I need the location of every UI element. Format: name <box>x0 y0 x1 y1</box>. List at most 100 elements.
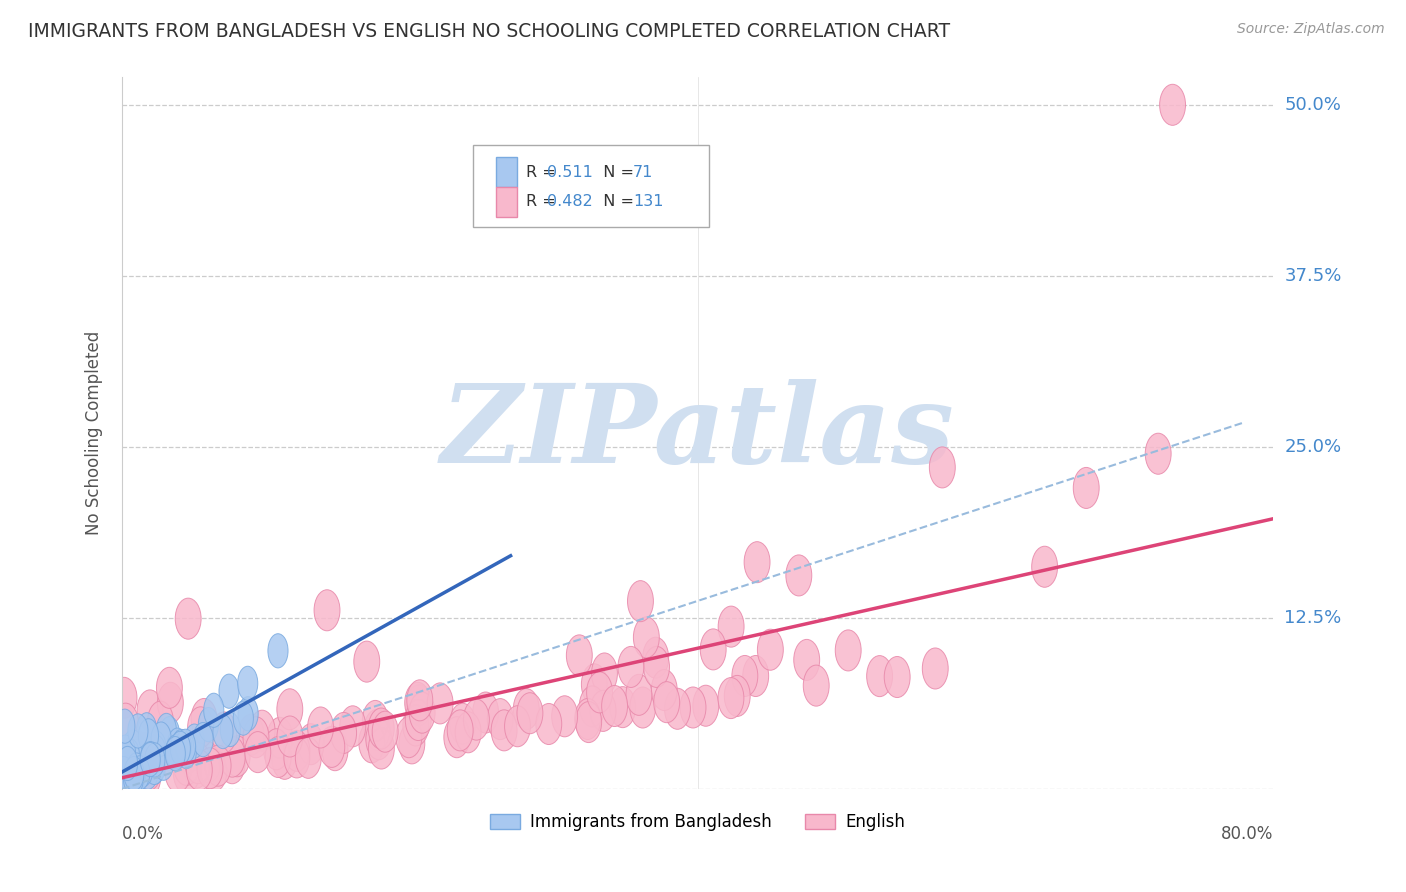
Y-axis label: No Schooling Completed: No Schooling Completed <box>86 331 103 535</box>
Ellipse shape <box>125 746 145 780</box>
Ellipse shape <box>153 746 173 780</box>
Ellipse shape <box>132 748 152 782</box>
Ellipse shape <box>159 716 180 751</box>
Ellipse shape <box>124 756 143 790</box>
Ellipse shape <box>866 656 893 697</box>
Ellipse shape <box>456 712 481 753</box>
Ellipse shape <box>114 752 134 787</box>
Ellipse shape <box>406 680 433 721</box>
Ellipse shape <box>269 633 288 668</box>
Ellipse shape <box>165 737 186 771</box>
Ellipse shape <box>233 701 253 735</box>
Ellipse shape <box>488 698 513 739</box>
Ellipse shape <box>112 750 139 791</box>
Ellipse shape <box>148 701 173 742</box>
FancyBboxPatch shape <box>496 187 517 217</box>
Ellipse shape <box>138 719 159 753</box>
Ellipse shape <box>197 747 224 789</box>
Ellipse shape <box>170 731 190 765</box>
Ellipse shape <box>118 742 138 776</box>
Ellipse shape <box>172 730 191 764</box>
Ellipse shape <box>575 701 602 743</box>
Ellipse shape <box>167 728 187 763</box>
Ellipse shape <box>505 706 530 747</box>
Ellipse shape <box>399 723 425 764</box>
Ellipse shape <box>176 734 197 769</box>
Ellipse shape <box>156 714 176 747</box>
Ellipse shape <box>238 666 257 700</box>
Ellipse shape <box>129 756 149 791</box>
Text: ZIPatlas: ZIPatlas <box>440 379 955 487</box>
Text: 12.5%: 12.5% <box>1285 609 1341 627</box>
FancyBboxPatch shape <box>496 157 517 187</box>
Ellipse shape <box>156 667 183 708</box>
Ellipse shape <box>602 685 627 726</box>
Ellipse shape <box>146 731 166 765</box>
Ellipse shape <box>243 717 269 758</box>
Ellipse shape <box>115 735 135 769</box>
Ellipse shape <box>284 737 309 778</box>
Ellipse shape <box>125 739 145 773</box>
Ellipse shape <box>112 761 139 802</box>
Ellipse shape <box>366 719 392 760</box>
Ellipse shape <box>138 756 157 789</box>
Ellipse shape <box>579 686 605 727</box>
Ellipse shape <box>118 745 138 779</box>
Ellipse shape <box>409 692 434 733</box>
Ellipse shape <box>1160 84 1185 126</box>
Ellipse shape <box>654 681 679 723</box>
Ellipse shape <box>124 731 150 772</box>
Ellipse shape <box>134 747 155 780</box>
Ellipse shape <box>884 657 910 698</box>
Ellipse shape <box>114 741 134 775</box>
Ellipse shape <box>120 756 141 790</box>
Ellipse shape <box>284 731 309 772</box>
Ellipse shape <box>118 744 145 785</box>
Ellipse shape <box>249 710 276 751</box>
Ellipse shape <box>665 689 690 730</box>
Ellipse shape <box>141 741 160 776</box>
Ellipse shape <box>633 617 659 658</box>
Text: 25.0%: 25.0% <box>1285 438 1341 456</box>
Ellipse shape <box>111 677 136 718</box>
Ellipse shape <box>165 751 191 792</box>
Ellipse shape <box>582 664 607 705</box>
Ellipse shape <box>319 726 344 767</box>
Ellipse shape <box>354 641 380 682</box>
Ellipse shape <box>1032 546 1057 587</box>
Ellipse shape <box>1073 467 1099 508</box>
Ellipse shape <box>742 656 769 697</box>
Ellipse shape <box>173 744 200 786</box>
Ellipse shape <box>120 765 141 799</box>
Ellipse shape <box>191 698 217 739</box>
Ellipse shape <box>786 555 811 596</box>
Ellipse shape <box>204 693 224 727</box>
Text: R =: R = <box>526 165 561 179</box>
Text: 37.5%: 37.5% <box>1285 267 1341 285</box>
Ellipse shape <box>136 690 163 731</box>
Ellipse shape <box>112 703 139 744</box>
Ellipse shape <box>794 640 820 681</box>
Ellipse shape <box>212 714 233 748</box>
Ellipse shape <box>405 699 432 740</box>
Ellipse shape <box>114 756 135 790</box>
Ellipse shape <box>193 723 214 756</box>
Ellipse shape <box>136 734 163 775</box>
Ellipse shape <box>464 699 489 740</box>
Ellipse shape <box>266 737 291 778</box>
Ellipse shape <box>298 723 323 764</box>
Ellipse shape <box>551 696 578 737</box>
Ellipse shape <box>513 689 540 730</box>
Text: 50.0%: 50.0% <box>1285 95 1341 114</box>
Ellipse shape <box>128 738 153 779</box>
Ellipse shape <box>115 709 135 743</box>
Ellipse shape <box>122 730 143 764</box>
Ellipse shape <box>114 756 134 790</box>
Ellipse shape <box>405 682 430 723</box>
Ellipse shape <box>591 690 616 731</box>
Ellipse shape <box>186 742 211 784</box>
Ellipse shape <box>219 736 245 777</box>
Ellipse shape <box>517 693 543 734</box>
Ellipse shape <box>141 742 160 777</box>
Ellipse shape <box>128 756 155 797</box>
